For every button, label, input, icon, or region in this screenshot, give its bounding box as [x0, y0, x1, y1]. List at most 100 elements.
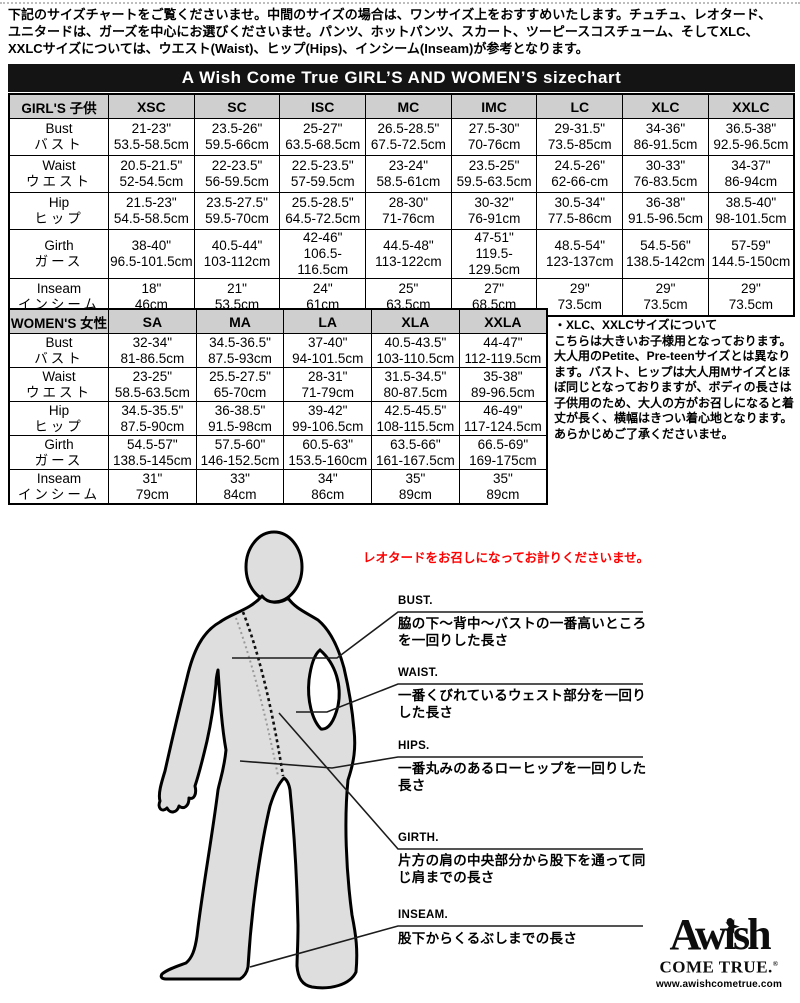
size-cell: 29" 73.5cm — [622, 278, 709, 317]
size-cell: 27.5-30" 70-76cm — [450, 118, 538, 156]
size-cell: 63.5-66" 161-167.5cm — [371, 435, 460, 470]
size-cell: 33" 84cm — [195, 469, 285, 505]
inseam-label: INSEAM. — [398, 909, 449, 921]
measurement-row: Hip ヒップ 21.5-23" 54.5-58.5cm 23.5-27.5" 59.5-… — [8, 192, 795, 230]
figure-arm-gap — [307, 648, 341, 731]
size-column-header: LC — [536, 93, 624, 119]
brand-logo-subtitle: COME TRUE.® — [659, 957, 779, 977]
size-cell: 30-32" 76-91cm — [450, 192, 538, 230]
size-cell: 23.5-25" 59.5-63.5cm — [450, 155, 538, 193]
brand-logo: Awish ★ COME TRUE.® www.awishcometrue.com — [640, 913, 798, 990]
size-cell: 57-59" 144.5-150cm — [707, 229, 795, 279]
size-cell: 39-42" 99-106.5cm — [283, 401, 373, 436]
girth-dotted-line-front — [241, 611, 285, 777]
size-cell: 66.5-69" 169-175cm — [458, 435, 548, 470]
bust-desc: 脇の下〜背中〜バストの一番高いところ を一回りした長さ — [398, 616, 647, 648]
size-cell: 28-31" 71-79cm — [283, 367, 373, 402]
size-cell: 22-23.5" 56-59.5cm — [193, 155, 281, 193]
size-cell: 60.5-63" 153.5-160cm — [283, 435, 373, 470]
row-label: Waist ウエスト — [8, 155, 109, 193]
hips-label: HIPS. — [398, 740, 430, 752]
row-label: Bust バスト — [8, 118, 109, 156]
row-label: Inseam インシーム — [8, 469, 109, 505]
size-cell: 31" 79cm — [108, 469, 197, 505]
size-column-header: XLA — [371, 308, 460, 334]
size-column-header: XXLC — [707, 93, 795, 119]
measurement-row: Waist ウエスト 23-25" 58.5-63.5cm 25.5-27.5" 65-7… — [8, 367, 548, 402]
bust-callout-lines — [232, 611, 643, 659]
size-column-header: SC — [193, 93, 281, 119]
girls-size-table: GIRL'S 子供 XSC SC ISC MC IMC LC XLC XXLC Bust バスト 21… — [8, 93, 795, 317]
size-cell: 42.5-45.5" 108-115.5cm — [371, 401, 460, 436]
size-cell: 35-38" 89-96.5cm — [458, 367, 548, 402]
size-cell: 30-33" 76-83.5cm — [622, 155, 709, 193]
size-cell: 54.5-56" 138.5-142cm — [622, 229, 709, 279]
size-cell: 36.5-38" 92.5-96.5cm — [707, 118, 795, 156]
size-column-header: MC — [365, 93, 452, 119]
size-cell: 44-47" 112-119.5cm — [458, 333, 548, 368]
measurement-row: Inseam インシーム 31" 79cm 33" 84cm 34" 86cm 35" 89cm 3… — [8, 469, 548, 505]
size-column-header: XLC — [622, 93, 709, 119]
size-cell: 34-37" 86-94cm — [707, 155, 795, 193]
size-column-header: MA — [195, 308, 285, 334]
row-label: Bust バスト — [8, 333, 109, 368]
size-cell: 35" 89cm — [458, 469, 548, 505]
size-column-header: XXLA — [458, 308, 548, 334]
girth-label: GIRTH. — [398, 832, 439, 844]
size-cell: 23.5-26" 59.5-66cm — [193, 118, 281, 156]
waist-desc: 一番くびれているウェスト部分を一回り した長さ — [398, 688, 646, 720]
chart-title-bar: A Wish Come True GIRL’S AND WOMEN’S size… — [8, 64, 795, 92]
row-label: Waist ウエスト — [8, 367, 109, 402]
waist-label: WAIST. — [398, 667, 439, 679]
size-cell: 20.5-21.5" 52-54.5cm — [108, 155, 195, 193]
scan-artifact-line — [0, 2, 800, 4]
girth-callout-lines — [278, 712, 643, 850]
girth-dotted-line-back — [235, 617, 279, 777]
figure-head — [244, 530, 304, 604]
measurement-row: Girth ガース 54.5-57" 138.5-145cm 57.5-60" 146-1… — [8, 435, 548, 470]
size-cell: 34" 86cm — [283, 469, 373, 505]
size-cell: 42-46" 106.5-116.5cm — [279, 229, 367, 279]
size-cell: 46-49" 117-124.5cm — [458, 401, 548, 436]
size-cell: 23.5-27.5" 59.5-70cm — [193, 192, 281, 230]
size-column-header: IMC — [450, 93, 538, 119]
measurement-row: Girth ガース 38-40" 96.5-101.5cm 40.5-44" 103-11… — [8, 229, 795, 279]
xlc-xxlc-note: ・XLC、XXLCサイズについて こちらは大きいお子様用となっております。 大人… — [554, 318, 795, 441]
girth-desc: 片方の肩の中央部分から股下を通って同 じ肩までの長さ — [398, 853, 646, 885]
measurement-row: Bust バスト 32-34" 81-86.5cm 34.5-36.5" 87.5-93c… — [8, 333, 548, 368]
size-cell: 44.5-48" 113-122cm — [365, 229, 452, 279]
inseam-desc: 股下からくるぶしまでの長さ — [398, 931, 578, 946]
size-cell: 36-38.5" 91.5-98cm — [195, 401, 285, 436]
size-cell: 21-23" 53.5-58.5cm — [108, 118, 195, 156]
size-column-header: XSC — [108, 93, 195, 119]
measurement-row: Hip ヒップ 34.5-35.5" 87.5-90cm 36-38.5" 91.5-98… — [8, 401, 548, 436]
size-cell: 25.5-27.5" 65-70cm — [195, 367, 285, 402]
size-cell: 34-36" 86-91.5cm — [622, 118, 709, 156]
row-label: Hip ヒップ — [8, 401, 109, 436]
size-cell: 29" 73.5cm — [707, 278, 795, 317]
header-row: WOMEN'S 女性 SA MA LA XLA XXLA — [8, 308, 548, 334]
hips-desc: 一番丸みのあるローヒップを一回りした 長さ — [398, 761, 647, 793]
table-corner-header: GIRL'S 子供 — [8, 93, 109, 119]
waist-callout-lines — [296, 683, 643, 713]
size-cell: 28-30" 71-76cm — [365, 192, 452, 230]
womens-size-table: WOMEN'S 女性 SA MA LA XLA XXLA Bust バスト 32-34" 81-8… — [8, 308, 548, 505]
row-label: Girth ガース — [8, 229, 109, 279]
registered-mark: ® — [772, 960, 779, 968]
size-column-header: LA — [283, 308, 373, 334]
row-label: Girth ガース — [8, 435, 109, 470]
bust-label: BUST. — [398, 595, 433, 607]
size-cell: 31.5-34.5" 80-87.5cm — [371, 367, 460, 402]
hips-callout-lines — [239, 756, 643, 769]
size-cell: 34.5-36.5" 87.5-93cm — [195, 333, 285, 368]
size-cell: 29" 73.5cm — [536, 278, 624, 317]
brand-url: www.awishcometrue.com — [655, 978, 783, 990]
size-cell: 54.5-57" 138.5-145cm — [108, 435, 197, 470]
size-cell: 48.5-54" 123-137cm — [536, 229, 624, 279]
size-cell: 24.5-26" 62-66-cm — [536, 155, 624, 193]
size-cell: 21.5-23" 54.5-58.5cm — [108, 192, 195, 230]
size-cell: 22.5-23.5" 57-59.5cm — [279, 155, 367, 193]
figure-body-silhouette — [157, 594, 359, 990]
